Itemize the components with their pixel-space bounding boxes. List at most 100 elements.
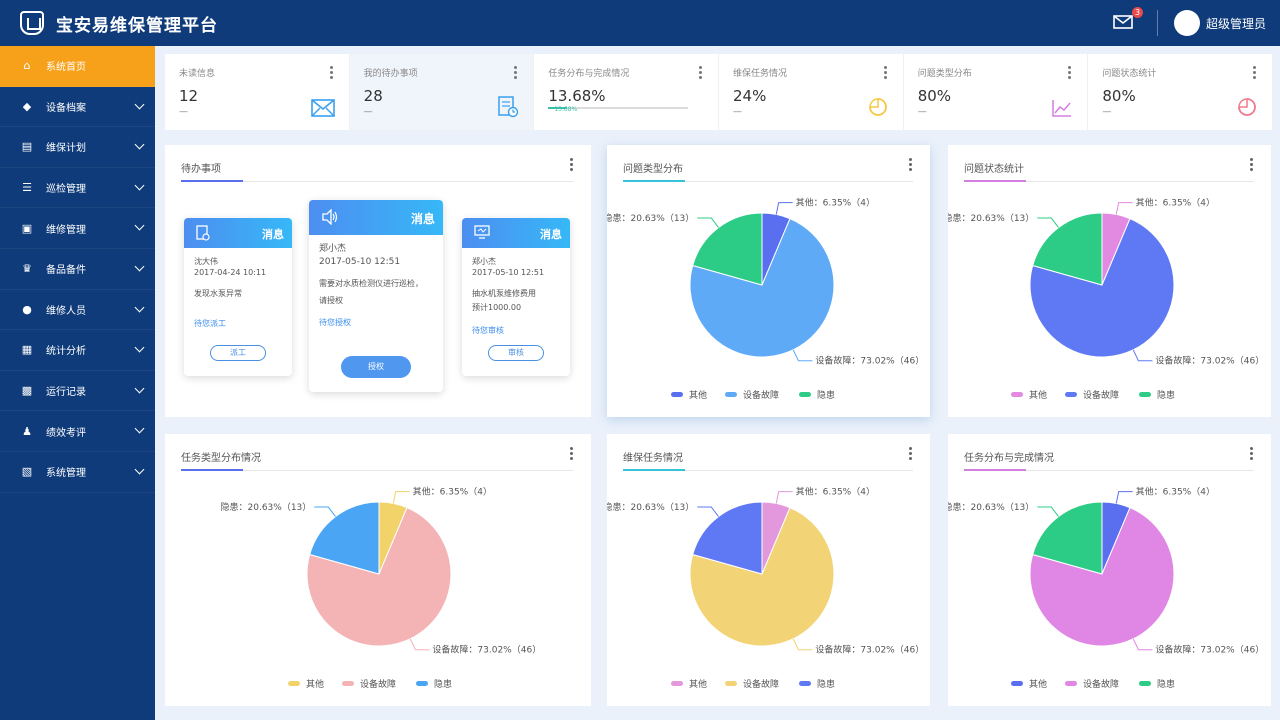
stat-maintenance-tasks[interactable]: 维保任务情况 24% — bbox=[719, 54, 904, 130]
pie-slice-fault[interactable] bbox=[1029, 217, 1175, 358]
leader-line bbox=[697, 217, 719, 228]
top-header: 宝安易维保管理平台 3 超级管理员 bbox=[0, 0, 1280, 46]
pie-slice-fault[interactable] bbox=[1029, 506, 1175, 647]
sidebar-item-device-archive[interactable]: ◆ 设备档案 bbox=[0, 87, 155, 128]
pie-slice-hidden[interactable] bbox=[692, 501, 763, 575]
more-icon[interactable] bbox=[570, 447, 573, 462]
legend-swatch[interactable] bbox=[725, 681, 737, 686]
message-status-link[interactable]: 待您授权 bbox=[319, 317, 351, 327]
card-divider bbox=[964, 470, 1254, 471]
sidebar-item-system[interactable]: ▧ 系统管理 bbox=[0, 452, 155, 493]
legend-swatch[interactable] bbox=[342, 681, 354, 686]
card-divider bbox=[181, 470, 573, 471]
pie-label: 其他：6.35%（4） bbox=[413, 486, 492, 498]
legend-label[interactable]: 设备故障 bbox=[360, 678, 396, 690]
legend-swatch[interactable] bbox=[1065, 392, 1077, 397]
message-content-line2: 预计1000.00 bbox=[472, 302, 522, 312]
legend-label[interactable]: 设备故障 bbox=[743, 389, 779, 401]
more-icon[interactable] bbox=[883, 66, 887, 80]
legend-label[interactable]: 其他 bbox=[306, 678, 324, 690]
sidebar-item-statistics[interactable]: ▦ 统计分析 bbox=[0, 330, 155, 371]
dispatch-button[interactable]: 派工 bbox=[210, 345, 266, 361]
more-icon[interactable] bbox=[699, 66, 703, 80]
stat-value: 12 bbox=[179, 87, 199, 105]
more-icon[interactable] bbox=[1068, 66, 1072, 80]
mail-button[interactable]: 3 bbox=[1113, 7, 1143, 32]
sidebar-item-home[interactable]: ⌂ 系统首页 bbox=[0, 46, 155, 87]
legend-swatch[interactable] bbox=[799, 392, 811, 397]
pie-slice-hidden[interactable] bbox=[1032, 501, 1103, 575]
document-icon: ▦ bbox=[21, 343, 33, 357]
chevron-down-icon bbox=[134, 423, 145, 434]
more-icon[interactable] bbox=[909, 447, 912, 462]
legend-label[interactable]: 隐患 bbox=[817, 678, 835, 690]
progress-label: 13.68% bbox=[554, 106, 578, 113]
pie-slice-fault[interactable] bbox=[689, 217, 835, 358]
legend-swatch[interactable] bbox=[671, 392, 683, 397]
message-status-link[interactable]: 待您派工 bbox=[194, 318, 226, 328]
message-status-link[interactable]: 待您审核 bbox=[472, 325, 504, 335]
legend-swatch[interactable] bbox=[1011, 681, 1023, 686]
legend-label[interactable]: 隐患 bbox=[1157, 389, 1175, 401]
card-title: 待办事项 bbox=[181, 164, 221, 175]
stat-dash: — bbox=[363, 107, 373, 117]
pie-icon bbox=[1238, 98, 1256, 116]
more-icon[interactable] bbox=[329, 66, 333, 80]
legend-label[interactable]: 其他 bbox=[689, 678, 707, 690]
card-accent bbox=[623, 469, 685, 471]
legend-label[interactable]: 设备故障 bbox=[1083, 389, 1119, 401]
legend-swatch[interactable] bbox=[799, 681, 811, 686]
legend-swatch[interactable] bbox=[671, 681, 683, 686]
sidebar-item-spare-parts[interactable]: ♛ 备品备件 bbox=[0, 249, 155, 290]
legend-label[interactable]: 其他 bbox=[1029, 389, 1047, 401]
sidebar-item-repair[interactable]: ▣ 维修管理 bbox=[0, 208, 155, 249]
legend-label[interactable]: 隐患 bbox=[817, 389, 835, 401]
user-name[interactable]: 超级管理员 bbox=[1205, 16, 1266, 31]
stat-task-distribution[interactable]: 任务分布与完成情况 13.68% 13.68% bbox=[534, 54, 720, 130]
legend-label[interactable]: 设备故障 bbox=[1083, 678, 1119, 690]
stat-problem-status[interactable]: 问题状态统计 80% — bbox=[1088, 54, 1272, 130]
legend-swatch[interactable] bbox=[725, 392, 737, 397]
stat-unread[interactable]: 未读信息 12 — bbox=[165, 54, 350, 130]
legend-swatch[interactable] bbox=[288, 681, 300, 686]
pie-slice-fault[interactable] bbox=[306, 506, 452, 647]
legend-label[interactable]: 设备故障 bbox=[743, 678, 779, 690]
pie-slice-fault[interactable] bbox=[689, 506, 835, 647]
speaker-icon bbox=[322, 209, 338, 225]
avatar[interactable] bbox=[1173, 10, 1200, 36]
legend-swatch[interactable] bbox=[1011, 392, 1023, 397]
legend-label[interactable]: 其他 bbox=[689, 389, 707, 401]
sidebar-item-maintenance-plan[interactable]: ▤ 维保计划 bbox=[0, 127, 155, 168]
authorize-button[interactable]: 授权 bbox=[341, 356, 411, 378]
sidebar-item-performance[interactable]: ♟ 绩效考评 bbox=[0, 411, 155, 452]
legend-label[interactable]: 隐患 bbox=[1157, 678, 1175, 690]
legend-swatch[interactable] bbox=[1065, 681, 1077, 686]
stat-todo[interactable]: 我的待办事项 28 — bbox=[349, 54, 535, 130]
legend-swatch[interactable] bbox=[416, 681, 428, 686]
leader-line bbox=[792, 638, 813, 651]
mail-icon bbox=[310, 99, 335, 117]
chevron-down-icon bbox=[134, 261, 145, 272]
more-icon[interactable] bbox=[570, 158, 573, 173]
sidebar-item-staff[interactable]: ● 维修人员 bbox=[0, 290, 155, 331]
sidebar-item-inspection[interactable]: ☰ 巡检管理 bbox=[0, 168, 155, 209]
pie-slice-hidden[interactable] bbox=[692, 212, 763, 286]
more-icon[interactable] bbox=[1253, 66, 1257, 80]
legend-label[interactable]: 隐患 bbox=[434, 678, 452, 690]
stat-dash: — bbox=[733, 107, 743, 117]
more-icon[interactable] bbox=[514, 66, 518, 80]
review-button[interactable]: 审核 bbox=[488, 345, 544, 361]
card-divider bbox=[181, 181, 573, 182]
more-icon[interactable] bbox=[1250, 447, 1253, 462]
legend-label[interactable]: 其他 bbox=[1029, 678, 1047, 690]
stat-problem-type[interactable]: 问题类型分布 80% — bbox=[904, 54, 1089, 130]
card-title: 任务分布与完成情况 bbox=[964, 453, 1054, 464]
pie-slice-hidden[interactable] bbox=[1032, 212, 1103, 286]
more-icon[interactable] bbox=[909, 158, 912, 173]
legend-swatch[interactable] bbox=[1139, 392, 1151, 397]
legend-swatch[interactable] bbox=[1139, 681, 1151, 686]
sidebar-item-run-records[interactable]: ▩ 运行记录 bbox=[0, 371, 155, 412]
chevron-down-icon bbox=[134, 464, 145, 475]
more-icon[interactable] bbox=[1250, 158, 1253, 173]
message-content: 需要对水质检测仪进行巡检， bbox=[319, 279, 423, 289]
